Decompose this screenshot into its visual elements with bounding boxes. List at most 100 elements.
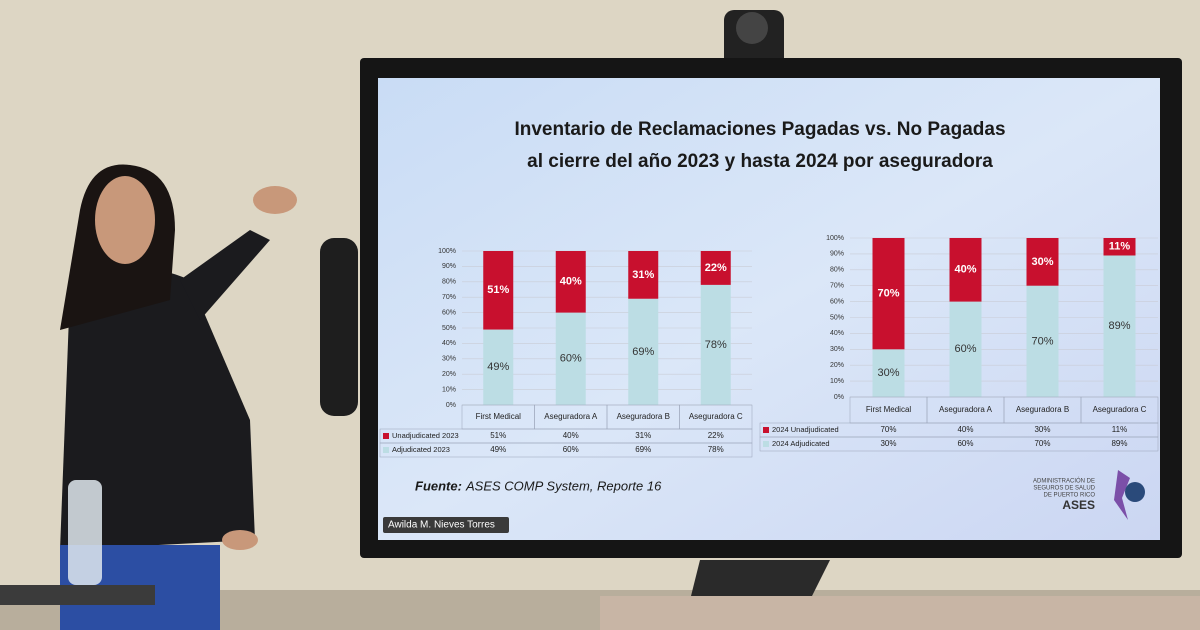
bar-segment bbox=[949, 238, 982, 302]
y-tick-label: 40% bbox=[830, 330, 844, 337]
data-label: 60% bbox=[560, 353, 582, 365]
data-label: 60% bbox=[954, 343, 976, 355]
hand-low bbox=[222, 530, 258, 550]
speaker bbox=[320, 238, 358, 416]
bar-segment bbox=[700, 251, 731, 285]
table-value: 40% bbox=[563, 431, 579, 440]
legend-swatch bbox=[383, 447, 389, 453]
y-tick-label: 0% bbox=[834, 394, 844, 401]
bar-segment bbox=[1103, 255, 1136, 397]
arm bbox=[180, 230, 270, 320]
x-tick-label: Aseguradora B bbox=[617, 412, 670, 421]
data-label: 40% bbox=[560, 276, 582, 288]
table-value: 60% bbox=[563, 445, 579, 454]
y-tick-label: 10% bbox=[830, 378, 844, 385]
table-value: 69% bbox=[635, 445, 651, 454]
lectern bbox=[0, 585, 155, 605]
slide-title: al cierre del año 2023 y hasta 2024 por … bbox=[527, 151, 993, 172]
data-label: 30% bbox=[877, 367, 899, 379]
y-tick-label: 20% bbox=[442, 371, 456, 378]
legend-label: Unadjudicated 2023 bbox=[392, 431, 459, 440]
legend-swatch bbox=[763, 427, 769, 433]
bar-segment bbox=[628, 251, 659, 299]
table bbox=[600, 596, 1200, 630]
logo-mark bbox=[1114, 470, 1130, 520]
logo-text: DE PUERTO RICO bbox=[1044, 493, 1096, 499]
data-label: 49% bbox=[487, 361, 509, 373]
y-tick-label: 30% bbox=[830, 346, 844, 353]
source-label: Fuente: bbox=[415, 478, 462, 493]
y-tick-label: 0% bbox=[446, 402, 456, 409]
data-label: 30% bbox=[1031, 256, 1053, 268]
table-value: 60% bbox=[957, 439, 973, 448]
table-value: 78% bbox=[708, 445, 724, 454]
table-value: 40% bbox=[957, 425, 973, 434]
legend-label: 2024 Unadjudicated bbox=[772, 425, 839, 434]
y-tick-label: 20% bbox=[830, 362, 844, 369]
data-label: 31% bbox=[632, 269, 654, 281]
y-tick-label: 50% bbox=[830, 314, 844, 321]
data-label: 69% bbox=[632, 346, 654, 358]
y-tick-label: 60% bbox=[442, 309, 456, 316]
hand bbox=[253, 186, 297, 214]
data-label: 40% bbox=[954, 264, 976, 276]
y-tick-label: 80% bbox=[442, 279, 456, 286]
data-label: 51% bbox=[487, 284, 509, 296]
presenter-tag: Awilda M. Nieves Torres bbox=[388, 520, 495, 531]
bar-segment bbox=[555, 312, 586, 405]
table-value: 30% bbox=[1034, 425, 1050, 434]
table-value: 11% bbox=[1112, 425, 1127, 434]
table-value: 31% bbox=[635, 431, 651, 440]
face-front bbox=[95, 176, 155, 264]
y-tick-label: 70% bbox=[830, 283, 844, 290]
x-tick-label: Aseguradora C bbox=[1093, 405, 1147, 414]
legend-swatch bbox=[763, 441, 769, 447]
table-value: 89% bbox=[1111, 439, 1127, 448]
slide-title: Inventario de Reclamaciones Pagadas vs. … bbox=[514, 119, 1005, 140]
x-tick-label: First Medical bbox=[476, 412, 522, 421]
y-tick-label: 100% bbox=[438, 248, 456, 255]
x-tick-label: First Medical bbox=[866, 405, 912, 414]
y-tick-label: 100% bbox=[826, 235, 844, 242]
table-value: 22% bbox=[708, 431, 724, 440]
bar-segment bbox=[483, 251, 514, 330]
data-label: 11% bbox=[1109, 241, 1131, 253]
water-bottle bbox=[68, 480, 102, 585]
presenter-tag-bg bbox=[383, 517, 509, 533]
x-tick-label: Aseguradora A bbox=[544, 412, 598, 421]
table-row bbox=[379, 442, 753, 458]
y-tick-label: 60% bbox=[830, 298, 844, 305]
conference-phone bbox=[690, 560, 830, 600]
jacket bbox=[60, 267, 255, 550]
table-value: 70% bbox=[1034, 439, 1050, 448]
x-tick-label: Aseguradora C bbox=[689, 412, 743, 421]
bar-segment bbox=[555, 251, 586, 313]
camera-lens bbox=[736, 12, 768, 44]
source: ASES COMP System, Reporte 16 bbox=[465, 478, 662, 493]
table-value: 30% bbox=[880, 439, 896, 448]
bar-segment bbox=[949, 301, 982, 397]
table-value: 51% bbox=[490, 431, 506, 440]
data-label: 70% bbox=[1031, 335, 1053, 347]
bar-segment bbox=[1103, 238, 1136, 256]
y-tick-label: 90% bbox=[442, 263, 456, 270]
bar-segment bbox=[872, 238, 905, 350]
bar-segment bbox=[700, 284, 731, 405]
bar-segment bbox=[628, 298, 659, 405]
x-tick-label: Aseguradora A bbox=[939, 405, 993, 414]
y-tick-label: 50% bbox=[442, 325, 456, 332]
y-tick-label: 10% bbox=[442, 386, 456, 393]
bar-segment bbox=[1026, 285, 1059, 397]
bar-segment bbox=[483, 329, 514, 405]
logo-seal bbox=[1125, 482, 1145, 502]
x-tick-label: Aseguradora B bbox=[1016, 405, 1069, 414]
data-label: 22% bbox=[705, 262, 727, 274]
table-row bbox=[759, 436, 1159, 452]
y-tick-label: 90% bbox=[830, 251, 844, 258]
y-tick-label: 40% bbox=[442, 340, 456, 347]
logo-text: ADMINISTRACIÓN DE bbox=[1033, 478, 1095, 485]
y-tick-label: 70% bbox=[442, 294, 456, 301]
bar-segment bbox=[1026, 238, 1059, 286]
legend-label: 2024 Adjudicated bbox=[772, 439, 830, 448]
